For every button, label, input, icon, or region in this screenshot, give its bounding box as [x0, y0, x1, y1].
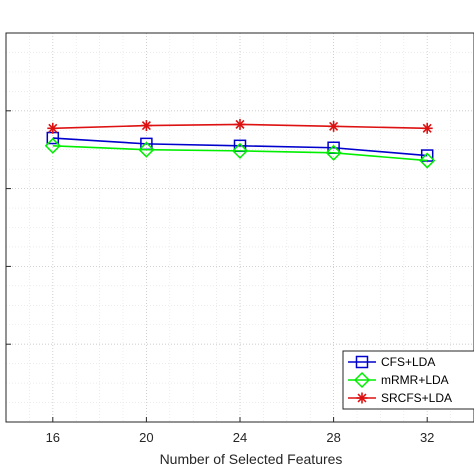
x-tick-label: 28 [326, 430, 340, 445]
asterisk-stroke [141, 121, 151, 131]
legend-entry: SRCFS+LDA [348, 391, 452, 405]
data-point [419, 152, 436, 169]
series-layer [44, 118, 436, 169]
data-point [325, 144, 342, 161]
x-tick-label: 24 [233, 430, 247, 445]
series-mrmr-lda [44, 137, 436, 169]
x-axis-ticks: 16 20 24 28 32 [46, 417, 434, 445]
y-axis-ticks [6, 32, 11, 423]
legend-marker [353, 371, 371, 389]
legend: CFS+LDA mRMR+LDA SRCFS+LDA [342, 350, 474, 410]
legend-label: CFS+LDA [381, 355, 435, 369]
legend-label: mRMR+LDA [381, 373, 449, 387]
legend-label: SRCFS+LDA [381, 391, 452, 405]
asterisk-stroke [422, 123, 432, 133]
x-tick-label: 20 [139, 430, 153, 445]
data-point [420, 149, 434, 162]
data-point [234, 118, 246, 130]
asterisk-stroke [235, 119, 245, 129]
series-line [52, 145, 428, 162]
x-tick-label: 16 [46, 430, 60, 445]
legend-marker [356, 392, 368, 404]
legend-entry: mRMR+LDA [348, 371, 449, 389]
data-point [328, 120, 340, 132]
data-point [140, 120, 152, 132]
legend-entry: CFS+LDA [348, 355, 435, 369]
series-srcfs-lda [47, 118, 433, 134]
data-point [231, 142, 249, 159]
asterisk-stroke [329, 121, 339, 131]
data-point [44, 137, 61, 154]
data-point [47, 122, 59, 134]
asterisk-stroke [357, 393, 367, 403]
x-tick-label: 32 [420, 430, 434, 445]
data-point [421, 122, 433, 134]
data-point [138, 141, 155, 158]
legend-marker [355, 355, 369, 369]
series-line [52, 137, 428, 157]
x-axis-label: Number of Selected Features [160, 451, 343, 467]
asterisk-stroke [48, 123, 58, 133]
